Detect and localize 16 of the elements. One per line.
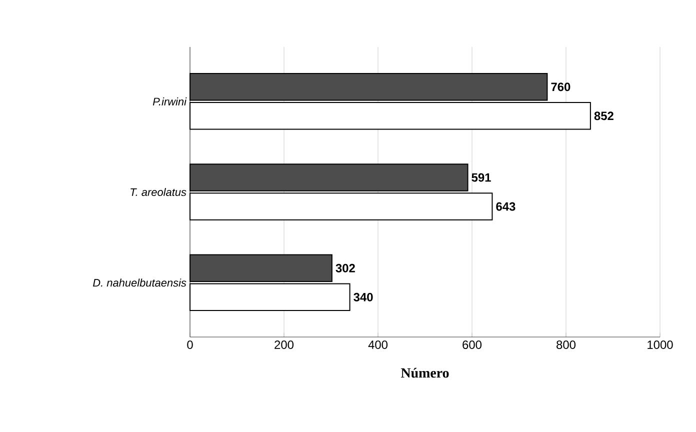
data-label: 591: [472, 173, 491, 182]
x-tick-label: 600: [462, 340, 482, 349]
y-tick-label: P.irwini: [152, 97, 187, 106]
y-tick-label: T. areolatus: [130, 188, 186, 196]
x-tick-label: 0: [187, 340, 193, 349]
data-label: 852: [594, 112, 614, 120]
data-label: 302: [336, 264, 355, 272]
x-axis-title: Número: [400, 368, 449, 378]
data-label: 643: [496, 202, 516, 211]
x-tick-label: 800: [556, 340, 576, 349]
y-tick-label: D. nahuelbutaensis: [93, 278, 186, 287]
x-tick-label: 400: [368, 340, 388, 349]
data-label: 760: [551, 82, 570, 92]
x-tick-label: 200: [274, 340, 294, 349]
data-label: 340: [354, 292, 373, 302]
x-tick-label: 1000: [648, 340, 673, 349]
